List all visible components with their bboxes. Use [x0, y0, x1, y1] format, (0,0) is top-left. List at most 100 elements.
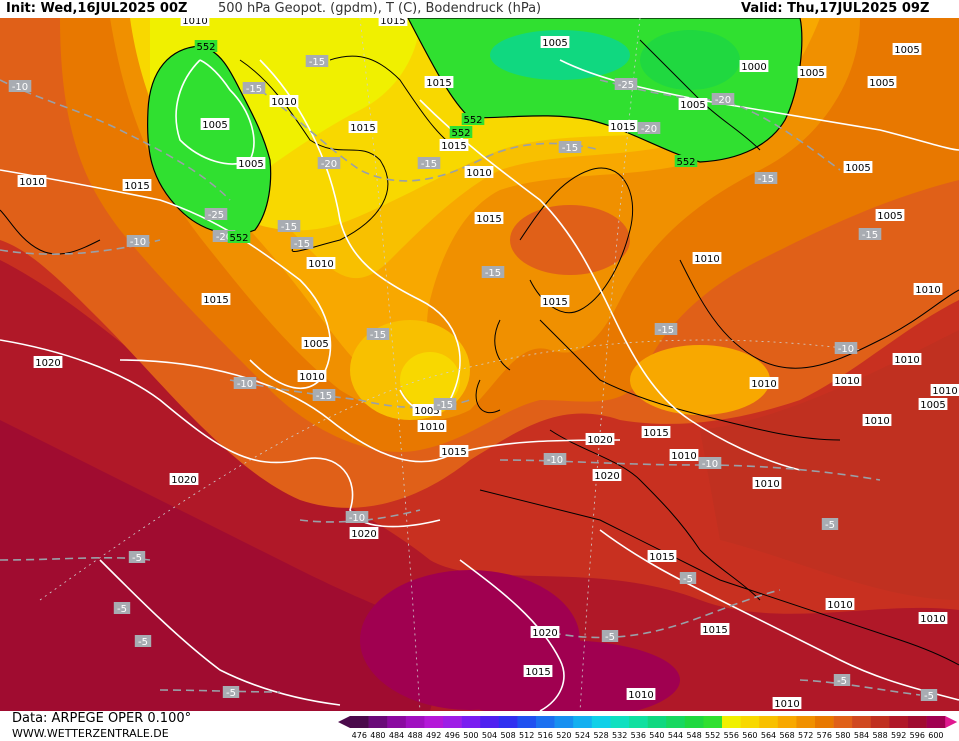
valid-time: Valid: Thu,17JUL2025 09Z [741, 1, 930, 16]
isobar-label-bg [33, 356, 63, 368]
isobar-label: 1010 [832, 374, 862, 387]
isobar-label-bg [700, 623, 730, 635]
geopotential-label-bg [227, 231, 251, 243]
colorbar-cell [833, 716, 853, 728]
temperature-label-text: -15 [862, 230, 878, 241]
colorbar-cell [480, 716, 500, 728]
isobar-label: 1005 [236, 157, 266, 170]
temperature-label-text: -15 [370, 330, 386, 341]
isobar-label-text: 1015 [643, 428, 668, 439]
isobar-label: 1010 [825, 598, 855, 611]
isobar-label-bg [892, 353, 922, 365]
colorbar-cell [387, 716, 407, 728]
colorbar-cell [852, 716, 872, 728]
isobar-label: 1005 [843, 161, 873, 174]
temperature-label: -15 [754, 172, 778, 185]
temperature-label-text: -15 [246, 84, 262, 95]
isobar-label-bg [772, 697, 802, 709]
temperature-label-text: -15 [658, 325, 674, 336]
temperature-label-text: -15 [437, 400, 453, 411]
isobar-label: 1010 [930, 384, 959, 397]
isobar-label-bg [200, 118, 230, 130]
isobar-label-bg [862, 414, 892, 426]
website-credit: WWW.WETTERZENTRALE.DE [12, 727, 169, 740]
colorbar-cell [777, 716, 797, 728]
isobar-label-text: 1015 [441, 447, 466, 458]
isobar-label-text: 1010 [671, 451, 696, 462]
isobar-label: 1010 [752, 477, 782, 490]
temperature-label-bg [417, 157, 441, 169]
isobar-label-text: 1010 [915, 285, 940, 296]
temperature-label-bg [317, 157, 341, 169]
isobar-label-text: 1010 [834, 376, 859, 387]
colorbar-tick-label: 500 [463, 731, 478, 740]
isobar-label-bg [540, 295, 570, 307]
isobar-label-bg [349, 527, 379, 539]
temperature-label-bg [543, 453, 567, 465]
isobar-label-bg [17, 175, 47, 187]
isobar-label-text: 1015 [476, 214, 501, 225]
isobar-label: 1005 [797, 66, 827, 79]
temperature-label-bg [711, 93, 735, 105]
isobar-label: 1010 [749, 377, 779, 390]
temperature-label-text: -20 [216, 232, 232, 243]
colorbar-cell [926, 716, 946, 728]
isobar-label-bg [669, 449, 699, 461]
isobar-label-text: 1015 [350, 123, 375, 134]
graticule [39, 18, 861, 711]
isobar-label-text: 1010 [894, 355, 919, 366]
temperature-label: -5 [833, 674, 851, 687]
temperature-label-text: -10 [547, 455, 563, 466]
isobar-label: 1010 [913, 283, 943, 296]
temperature-labels: -10 -15 -15 -25 -20 -20 -20 -15 -15 -15 -25 -20 -15 -… [8, 55, 938, 702]
colorbar-cell [443, 716, 462, 728]
isobar-label: 1020 [169, 473, 199, 486]
geopotential-label-text: 552 [196, 42, 215, 53]
colorbar-cell [796, 716, 816, 728]
isobar-label: 1000 [739, 60, 769, 73]
isobar-label-text: 1020 [594, 471, 619, 482]
geopotential-label-bg [194, 40, 218, 52]
isobar-label-text: 1015 [649, 552, 674, 563]
isobar-label-text: 1005 [202, 120, 227, 131]
colorbar-tick-label: 568 [779, 731, 794, 740]
temperature-label-bg [433, 398, 457, 410]
isobar-label-text: 1005 [414, 406, 439, 417]
colorbar-tick-label: 576 [817, 731, 832, 740]
temperature-label: -20 [711, 93, 735, 106]
isobar-label-bg [749, 377, 779, 389]
colorbar-ticks: 476 480 484 488 492 496 500 504 508 512 516 520 524 5… [352, 731, 944, 740]
colorbar-tick-label: 504 [482, 731, 497, 740]
isobar-label: 1015 [348, 121, 378, 134]
temperature-label: -10 [698, 457, 722, 470]
isobar-label-text: 1005 [877, 211, 902, 222]
temperature-label-bg [481, 266, 505, 278]
colorbar-tick-label: 572 [798, 731, 813, 740]
isobar-label-bg [530, 626, 560, 638]
isobar-label-bg [647, 550, 677, 562]
colorbar-tick-label: 516 [538, 731, 553, 740]
isobar-label: 1020 [530, 626, 560, 639]
colorbar-tick-label: 560 [742, 731, 757, 740]
temperature-label-text: -15 [294, 239, 310, 250]
colorbar-cell [424, 716, 444, 728]
colorbar-cell [591, 716, 611, 728]
temperature-label-text: -10 [349, 513, 365, 524]
isobar-label: 1015 [523, 665, 553, 678]
field-green-core-2 [640, 30, 740, 90]
coastlines [0, 39, 959, 666]
colorbar-cell [908, 716, 927, 728]
init-time: Init: Wed,16JUL2025 00Z [6, 1, 188, 16]
colorbar-tick-label: 588 [872, 731, 887, 740]
temperature-label-text: -25 [208, 210, 224, 221]
colorbar-cell [759, 716, 779, 728]
temperature-label: -15 [366, 328, 390, 341]
temperature-label: -15 [417, 157, 441, 170]
geopotential-label: 552 [461, 113, 485, 126]
isobar-label-text: 1010 [628, 690, 653, 701]
isobar-label-bg [236, 157, 266, 169]
colorbar-tick-label: 484 [389, 731, 404, 740]
isobar-label-text: 1005 [869, 78, 894, 89]
colorbar-tick-label: 552 [705, 731, 720, 740]
isobar-label-bg [752, 477, 782, 489]
